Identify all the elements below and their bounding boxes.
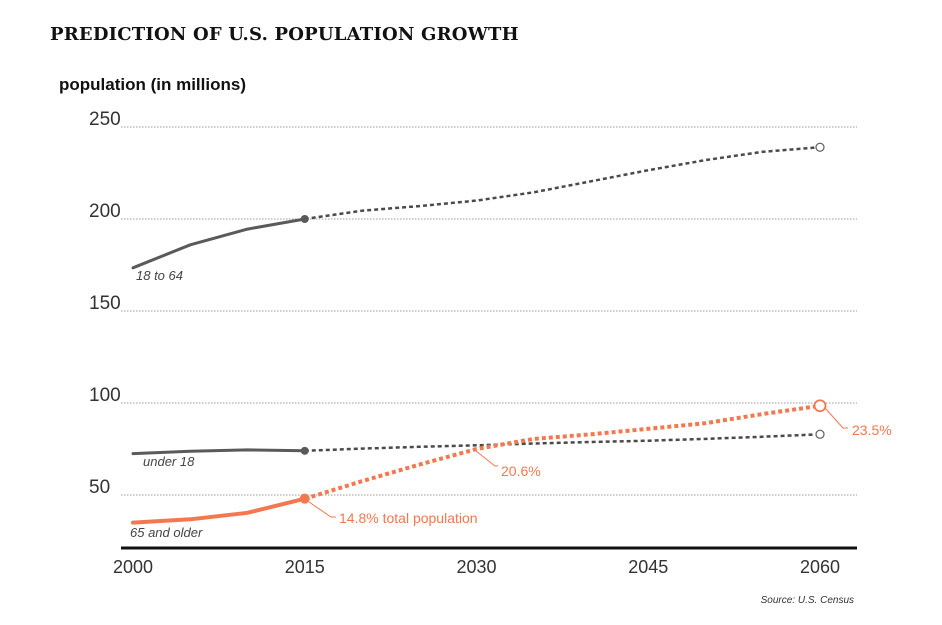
series-line-under-18-projected xyxy=(304,433,821,453)
x-tick-2045: 2045 xyxy=(628,557,668,577)
y-tick-50: 50 xyxy=(89,477,110,498)
series-line-65-and-older-actual xyxy=(131,496,307,525)
series-line-18-to-64-actual xyxy=(131,217,307,270)
gridlines xyxy=(121,126,857,496)
y-tick-100: 100 xyxy=(89,385,121,406)
source-note: Source: U.S. Census xyxy=(761,595,854,606)
marker-65-and-older-2060 xyxy=(813,399,827,413)
series-line-65-and-older-projected xyxy=(304,403,821,501)
series-line-under-18-actual xyxy=(131,448,307,456)
series-label-18-to-64: 18 to 64 xyxy=(136,268,183,283)
y-axis-label: population (in millions) xyxy=(59,75,246,94)
y-tick-150: 150 xyxy=(89,293,121,314)
x-tick-labels: 2000 2015 2030 2045 2060 xyxy=(113,557,840,577)
annotation-2030-share: 20.6% xyxy=(501,463,541,479)
x-tick-2060: 2060 xyxy=(800,557,840,577)
y-tick-250: 250 xyxy=(89,109,121,130)
series-label-under-18: under 18 xyxy=(143,454,195,469)
leader-2030 xyxy=(475,450,498,467)
leader-2015 xyxy=(308,501,336,518)
leader-2060 xyxy=(824,407,848,429)
marker-18-to-64-2015 xyxy=(300,215,309,223)
marker-18-to-64-2060 xyxy=(815,142,825,152)
annotation-2015-share: 14.8% total population xyxy=(339,510,478,526)
series-lines xyxy=(131,145,821,525)
y-tick-labels: 250 200 150 100 50 xyxy=(89,109,121,498)
annotation-2060-share: 23.5% xyxy=(852,422,892,438)
x-tick-2000: 2000 xyxy=(113,557,153,577)
x-tick-2030: 2030 xyxy=(456,557,496,577)
series-line-18-to-64-projected xyxy=(304,145,821,221)
marker-65-and-older-2015 xyxy=(299,493,310,504)
chart-title: PREDICTION OF U.S. POPULATION GROWTH xyxy=(50,24,519,45)
series-label-65-and-older: 65 and older xyxy=(130,525,203,540)
marker-under-18-2015 xyxy=(300,446,309,455)
y-tick-200: 200 xyxy=(89,201,121,222)
marker-under-18-2060 xyxy=(815,429,825,439)
annotation-leaders xyxy=(308,407,848,518)
series-markers xyxy=(299,142,827,504)
x-tick-2015: 2015 xyxy=(285,557,325,577)
